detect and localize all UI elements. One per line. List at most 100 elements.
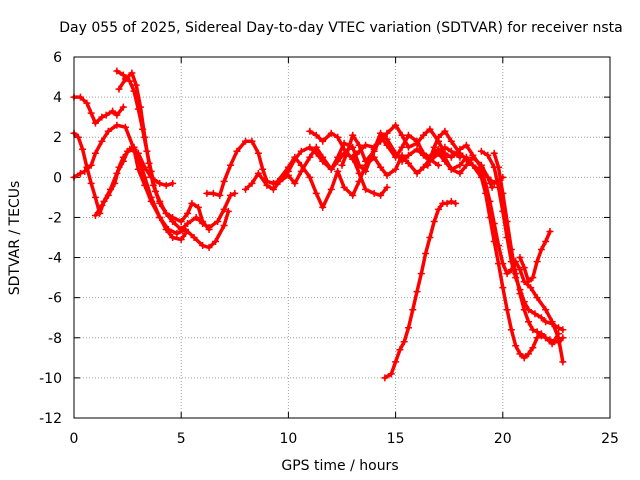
data-point <box>383 171 391 179</box>
data-point <box>527 284 535 292</box>
data-point <box>199 242 207 250</box>
data-point <box>404 143 412 151</box>
data-point <box>499 189 507 197</box>
data-point <box>349 131 357 139</box>
x-tick-label: 25 <box>601 431 619 447</box>
data-point <box>434 133 442 141</box>
data-point <box>398 131 406 139</box>
data-point <box>248 179 256 187</box>
grid-lines <box>74 57 610 418</box>
data-point <box>184 209 192 217</box>
data-point <box>355 141 363 149</box>
x-tick-label: 5 <box>177 431 186 447</box>
data-point <box>242 185 250 193</box>
chart-title: Day 055 of 2025, Sidereal Day-to-day VTE… <box>59 20 622 36</box>
data-point <box>531 310 539 318</box>
data-point <box>111 179 119 187</box>
data-point <box>404 324 412 332</box>
data-point <box>76 169 84 177</box>
data-point <box>396 346 404 354</box>
data-point <box>516 254 524 262</box>
data-point <box>542 238 550 246</box>
data-point <box>220 205 228 213</box>
data-point <box>126 77 134 85</box>
x-axis-label: GPS time / hours <box>281 458 398 474</box>
data-point <box>147 173 155 181</box>
data-point <box>91 119 99 127</box>
data-point <box>259 165 267 173</box>
data-point <box>306 173 314 181</box>
data-point <box>404 131 412 139</box>
data-point <box>119 153 127 161</box>
data-point <box>377 191 385 199</box>
data-point <box>162 209 170 217</box>
data-point <box>555 338 563 346</box>
data-point <box>362 141 370 149</box>
data-point <box>87 179 95 187</box>
data-point <box>419 163 427 171</box>
data-point <box>98 201 106 209</box>
y-tick-label: 4 <box>53 90 62 106</box>
data-point <box>297 147 305 155</box>
data-point <box>355 161 363 169</box>
data-point <box>434 205 442 213</box>
data-point <box>430 143 438 151</box>
data-point <box>404 159 412 167</box>
plot-frame <box>73 56 611 419</box>
data-point <box>400 338 408 346</box>
x-tick-labels: 0 5 10 15 20 25 <box>70 431 619 447</box>
data-point <box>477 147 485 155</box>
series-track-6 <box>91 145 177 219</box>
data-point <box>533 334 541 342</box>
data-point <box>559 334 567 342</box>
data-point <box>327 129 335 137</box>
y-tick-label: -10 <box>39 371 62 387</box>
data-point <box>516 290 524 298</box>
data-point <box>306 127 314 135</box>
data-point <box>447 147 455 155</box>
data-point <box>355 177 363 185</box>
data-point <box>156 213 164 221</box>
x-tick-label: 0 <box>70 431 79 447</box>
data-point <box>91 211 99 219</box>
data-point <box>486 197 494 205</box>
data-point <box>334 167 342 175</box>
data-point <box>214 217 222 225</box>
data-point <box>338 161 346 169</box>
data-point <box>340 145 348 153</box>
data-point <box>529 326 537 334</box>
data-point <box>181 225 189 233</box>
data-point <box>177 236 185 244</box>
y-tick-label: 6 <box>53 50 62 66</box>
data-point <box>441 157 449 165</box>
data-point <box>482 179 490 187</box>
x-tick-label: 20 <box>494 431 512 447</box>
data-point <box>555 324 563 332</box>
data-point <box>542 318 550 326</box>
data-point <box>128 69 136 77</box>
data-point <box>469 161 477 169</box>
data-point <box>441 149 449 157</box>
data-point <box>462 141 470 149</box>
data-point <box>512 342 520 350</box>
data-point <box>91 193 99 201</box>
data-point <box>490 149 498 157</box>
data-point <box>334 153 342 161</box>
series-line <box>117 71 237 232</box>
series-track-12 <box>381 197 460 382</box>
data-point <box>113 121 121 129</box>
data-point <box>220 221 228 229</box>
data-point <box>537 332 545 340</box>
series-track-17 <box>516 227 554 286</box>
data-point <box>377 137 385 145</box>
data-point <box>284 171 292 179</box>
data-point <box>254 149 262 157</box>
data-point <box>417 270 425 278</box>
data-point <box>477 167 485 175</box>
data-point <box>102 111 110 119</box>
data-point <box>115 163 123 171</box>
data-point <box>141 181 149 189</box>
y-tick-label: 0 <box>53 170 62 186</box>
data-point <box>398 151 406 159</box>
